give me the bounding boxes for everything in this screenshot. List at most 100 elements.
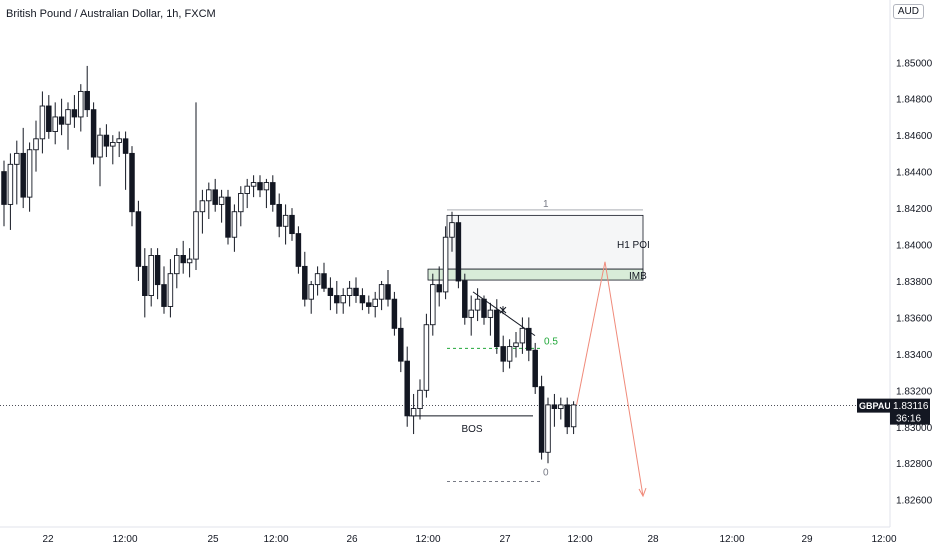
candle	[270, 175, 276, 212]
candle	[314, 266, 321, 296]
candle-body	[532, 349, 538, 388]
candle-body	[430, 284, 436, 326]
bos-label: BOS	[461, 424, 482, 435]
candle	[481, 295, 487, 325]
trend-marker	[499, 306, 507, 315]
candle	[212, 178, 218, 212]
candle-body	[449, 222, 455, 238]
candle-body	[570, 404, 577, 428]
candle	[506, 339, 513, 369]
candle	[538, 375, 545, 460]
candle	[513, 331, 519, 358]
candle	[78, 84, 84, 132]
candle-body	[545, 404, 551, 453]
x-tick-label: 26	[346, 534, 358, 545]
candle-body	[276, 203, 282, 227]
currency-badge[interactable]: AUD	[892, 4, 924, 19]
candle	[97, 127, 103, 187]
candle	[148, 248, 154, 307]
candle	[474, 288, 481, 322]
candle-body	[468, 309, 474, 318]
candle-body	[206, 189, 212, 202]
candle-body	[231, 211, 238, 238]
candle-body	[551, 404, 558, 409]
candle	[103, 124, 110, 158]
candle-body	[513, 342, 519, 348]
candle-body	[526, 327, 532, 351]
candle	[526, 317, 532, 362]
candle-body	[519, 327, 526, 344]
candle	[302, 251, 308, 307]
candle-body	[135, 211, 142, 267]
candle-body	[26, 149, 33, 198]
candle-body	[84, 90, 90, 111]
candle	[366, 295, 372, 314]
candle-body	[270, 182, 276, 205]
candle	[225, 189, 231, 245]
y-tick-label: 1.83600	[896, 313, 932, 324]
candle	[410, 393, 417, 435]
candle	[462, 273, 468, 325]
candle-body	[564, 404, 570, 428]
candle-body	[263, 182, 270, 191]
imb-zone	[427, 268, 644, 281]
candle-body	[289, 214, 295, 235]
candle-body	[506, 346, 513, 362]
projection-up-line	[576, 261, 606, 405]
y-tick-label: 1.84600	[896, 131, 932, 142]
candle	[26, 142, 33, 212]
candle-body	[295, 233, 302, 267]
candle-body	[110, 142, 116, 147]
candle-body	[494, 309, 500, 348]
candle	[174, 248, 180, 289]
imb-label: IMB	[629, 271, 647, 282]
candle-body	[148, 255, 154, 296]
candle	[39, 91, 46, 154]
candle	[84, 65, 90, 117]
candle-body	[71, 109, 78, 118]
candle-body	[385, 284, 391, 300]
candle-body	[161, 284, 167, 307]
candle	[193, 102, 199, 271]
price-tag-countdown: 36:16	[896, 414, 921, 425]
candle	[308, 280, 314, 314]
x-tick-label: 12:00	[112, 534, 137, 545]
y-tick-label: 1.82800	[896, 459, 932, 470]
candle	[391, 291, 398, 336]
candle-body	[257, 182, 263, 191]
candle-body	[142, 265, 148, 296]
candle-body	[7, 163, 14, 205]
x-tick-label: 29	[801, 534, 813, 545]
candle	[110, 135, 116, 165]
candle	[282, 204, 289, 245]
candle-body	[167, 273, 174, 307]
candle-body	[218, 196, 225, 205]
candle	[321, 262, 327, 292]
candle-body	[46, 105, 52, 132]
candle-body	[340, 295, 346, 304]
price-tag-bg	[890, 398, 930, 425]
candle-body	[417, 389, 423, 409]
fib-0-label: 0	[543, 467, 549, 478]
candle-body	[103, 134, 110, 147]
candle-body	[398, 327, 404, 362]
candle-body	[186, 258, 193, 264]
candle	[353, 277, 359, 303]
candle	[494, 299, 500, 354]
candle	[65, 102, 71, 150]
candle	[430, 273, 436, 336]
candle	[33, 120, 39, 172]
projection-arrowhead	[638, 487, 647, 498]
candle	[244, 178, 250, 209]
candle	[1, 160, 7, 227]
candle-body	[78, 90, 84, 118]
candle	[167, 259, 174, 318]
candle-body	[193, 211, 199, 260]
candle-body	[302, 265, 308, 300]
candle	[186, 248, 193, 278]
candle-body	[58, 116, 65, 125]
candle	[263, 178, 270, 209]
